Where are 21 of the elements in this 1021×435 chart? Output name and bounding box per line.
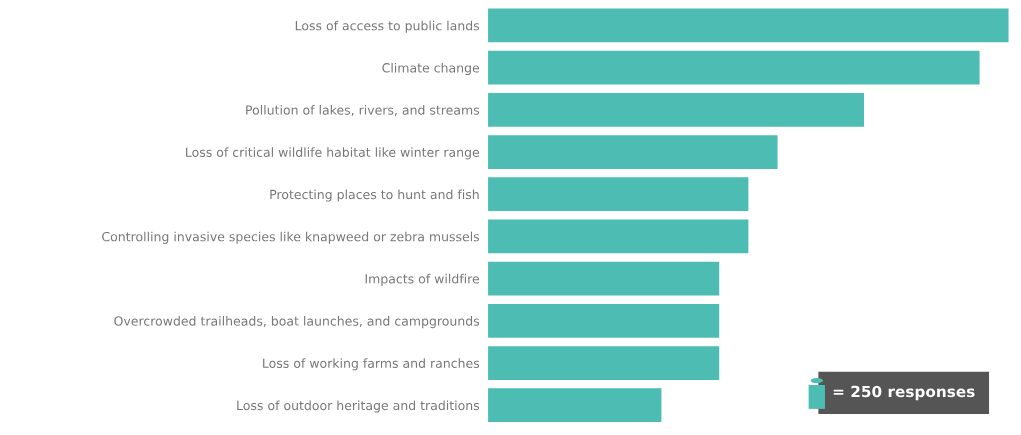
y-tick-label: Protecting places to hunt and fish [270, 189, 479, 202]
bar [488, 219, 749, 254]
y-tick-label: Controlling invasive species like knapweed or zebra mussels [102, 231, 480, 244]
bar [488, 388, 662, 423]
bar [488, 261, 720, 296]
annotation: = 250 responses [833, 385, 975, 401]
bar [488, 177, 749, 212]
y-tick-label: Climate change [382, 62, 480, 75]
y-tick-label: Pollution of lakes, rivers, and streams [246, 105, 480, 117]
bar [488, 303, 720, 338]
y-tick-label: Impacts of wildfire [365, 273, 480, 286]
y-tick-label: Loss of outdoor heritage and traditions [237, 400, 480, 413]
bar [488, 135, 778, 169]
y-tick-label: Loss of working farms and ranches [263, 358, 480, 371]
bar [488, 92, 864, 127]
bar [488, 8, 1009, 43]
bar [488, 50, 980, 85]
y-tick-label: Loss of critical wildlife habitat like winter range [186, 147, 480, 160]
y-tick-label: Overcrowded trailheads, boat launches, and campgrounds [114, 316, 480, 329]
y-tick-label: Loss of access to public lands [295, 20, 480, 33]
bar [488, 346, 720, 380]
